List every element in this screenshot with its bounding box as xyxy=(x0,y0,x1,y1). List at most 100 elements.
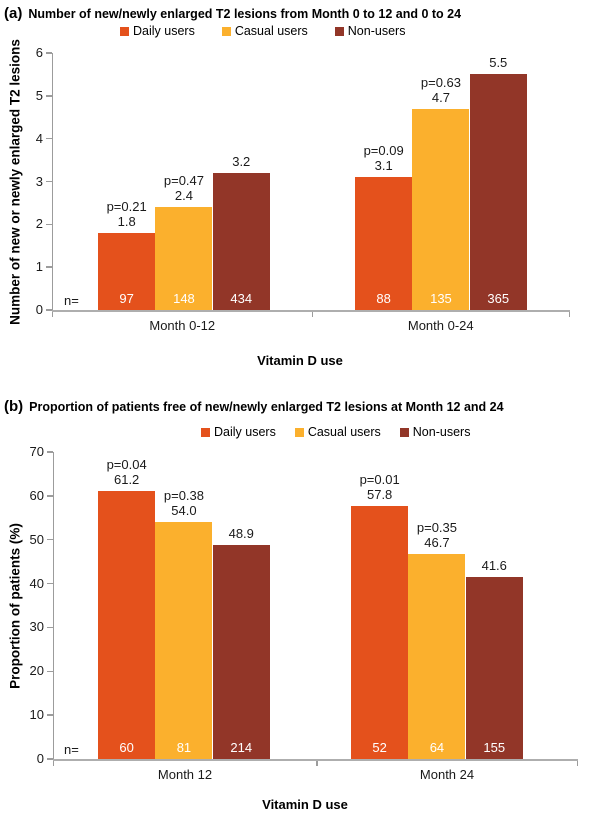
p-value-label: p=0.09 xyxy=(363,143,404,159)
y-axis-tick-label: 2 xyxy=(35,216,43,232)
legend-label: Daily users xyxy=(214,425,276,439)
bar-value-label: 57.8 xyxy=(366,486,393,502)
bar-n-label: 155 xyxy=(483,740,506,755)
legend-label: Casual users xyxy=(234,24,308,38)
y-axis-tick xyxy=(46,714,53,716)
bar-n-label: 60 xyxy=(119,740,134,755)
y-axis-tick-label: 60 xyxy=(29,487,44,503)
legend-item-casual-users: Casual users xyxy=(221,24,308,38)
bar-daily-users-month-0-12 xyxy=(98,232,155,310)
bar-value-label: 3.2 xyxy=(232,153,251,169)
x-axis-tick xyxy=(311,312,313,317)
y-axis-tick-label: 4 xyxy=(35,130,43,146)
bar-n-label: 64 xyxy=(429,740,445,755)
y-axis-tick xyxy=(46,451,53,453)
panel-a-title-text: Number of new/newly enlarged T2 lesions … xyxy=(28,7,462,21)
legend-swatch-icon xyxy=(221,26,231,36)
y-axis-label: Proportion of patients (%) xyxy=(7,523,23,689)
y-axis-tick-label: 50 xyxy=(29,531,44,547)
bar-n-label: 148 xyxy=(173,291,195,306)
panel-b: (b) Proportion of patients free of new/n… xyxy=(0,396,602,815)
x-axis-tick xyxy=(576,761,578,766)
bar-casual-users-month-0-12 xyxy=(155,207,212,310)
bar-casual-users-month-12 xyxy=(155,522,212,759)
legend-item-casual-users: Casual users xyxy=(294,425,381,439)
y-axis-tick-label: 6 xyxy=(35,45,43,60)
chart-area-b: 0 10 20 30 40 50 60 70 61.2 p=0.04 60 57.8 p=0.01 52 5… xyxy=(0,396,602,815)
bar-casual-users-month-0-24 xyxy=(412,108,469,310)
x-axis-tick xyxy=(52,761,54,766)
x-axis-tick xyxy=(568,312,570,317)
chart-area-a: 0 1 2 3 4 5 6 1.8 p=0.21 97 3.1 p=0.09 88 2.4 p=0.47 14… xyxy=(0,0,602,396)
y-axis-tick xyxy=(46,582,53,585)
bar-non-users-month-12 xyxy=(213,544,270,759)
y-axis-tick-label: 10 xyxy=(29,707,44,723)
p-value-label: p=0.04 xyxy=(106,456,147,472)
legend-swatch-icon xyxy=(334,26,344,36)
bar-daily-users-month-12 xyxy=(98,490,155,759)
y-axis-tick-label: 1 xyxy=(35,259,43,275)
legend-label: Casual users xyxy=(307,425,381,439)
x-axis-label: Vitamin D use xyxy=(257,353,343,368)
n-equals-label: n= xyxy=(64,742,79,757)
bar-non-users-month-24 xyxy=(466,576,523,759)
bar-non-users-month-0-24 xyxy=(470,74,527,310)
y-axis-tick xyxy=(46,670,53,673)
bar-value-label: 2.4 xyxy=(174,188,193,204)
bar-value-label: 61.2 xyxy=(113,471,140,487)
p-value-label: p=0.01 xyxy=(359,471,400,487)
bar-n-label: 52 xyxy=(372,740,387,755)
bar-n-label: 365 xyxy=(487,291,510,306)
y-axis-tick xyxy=(46,626,53,629)
x-axis-line xyxy=(51,310,570,312)
panel-b-title-text: Proportion of patients free of new/newly… xyxy=(29,400,504,414)
y-axis-tick xyxy=(46,495,53,497)
bar-value-label: 46.7 xyxy=(424,535,450,551)
bar-n-label: 434 xyxy=(230,291,253,306)
legend-item-non-users: Non-users xyxy=(334,24,405,38)
y-axis-tick xyxy=(45,223,52,226)
y-axis-line xyxy=(52,452,54,759)
legend-swatch-icon xyxy=(201,427,210,437)
p-value-label: p=0.21 xyxy=(106,198,147,214)
x-axis-tick xyxy=(51,312,53,317)
bar-value-label: 5.5 xyxy=(489,55,508,71)
panel-a: (a) Number of new/newly enlarged T2 lesi… xyxy=(0,0,602,396)
y-axis-tick-label: 0 xyxy=(35,302,43,317)
y-axis-tick-label: 3 xyxy=(35,173,43,189)
legend: Daily users Casual users Non-users xyxy=(201,425,470,439)
legend-item-non-users: Non-users xyxy=(399,425,470,439)
bar-value-label: 48.9 xyxy=(228,525,254,541)
category-label: Month 24 xyxy=(419,767,475,782)
y-axis-label: Number of new or newly enlarged T2 lesio… xyxy=(7,39,23,325)
bar-n-label: 97 xyxy=(119,291,134,306)
bar-value-label: 3.1 xyxy=(374,158,393,174)
legend: Daily users Casual users Non-users xyxy=(120,24,405,38)
y-axis-tick xyxy=(45,180,52,183)
y-axis-tick-label: 0 xyxy=(36,751,44,766)
y-axis-tick xyxy=(45,52,52,54)
y-axis-tick xyxy=(46,538,53,541)
legend-item-daily-users: Daily users xyxy=(201,425,276,439)
bar-daily-users-month-24 xyxy=(351,505,408,759)
legend-swatch-icon xyxy=(399,427,409,437)
bar-value-label: 41.6 xyxy=(481,557,507,573)
y-axis-tick xyxy=(45,137,52,140)
bar-value-label: 54.0 xyxy=(171,503,197,519)
p-value-label: p=0.63 xyxy=(420,74,461,90)
legend-label: Daily users xyxy=(133,24,195,38)
y-axis-tick xyxy=(45,95,52,97)
x-axis-label: Vitamin D use xyxy=(262,797,348,812)
y-axis-tick xyxy=(45,266,52,268)
category-label: Month 0-24 xyxy=(407,318,474,333)
n-equals-label: n= xyxy=(64,293,79,308)
bar-non-users-month-0-12 xyxy=(213,172,270,310)
bar-casual-users-month-24 xyxy=(408,554,465,759)
bar-n-label: 214 xyxy=(230,740,253,755)
panel-a-title: (a) Number of new/newly enlarged T2 lesi… xyxy=(4,5,461,22)
y-axis-line xyxy=(51,53,53,310)
bar-daily-users-month-0-24 xyxy=(355,177,412,310)
bar-n-label: 88 xyxy=(376,291,391,306)
y-axis-tick xyxy=(45,309,52,311)
